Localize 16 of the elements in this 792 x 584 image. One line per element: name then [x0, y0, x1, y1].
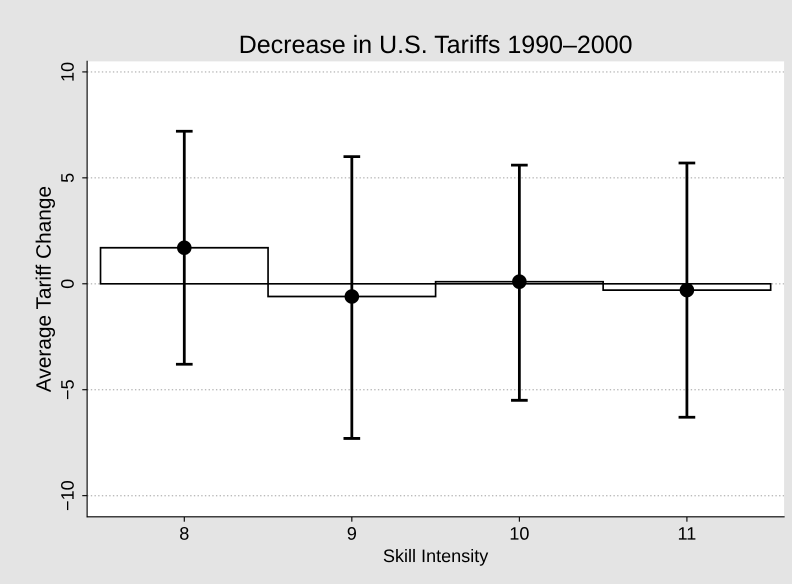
y-tick-label: 5	[61, 174, 74, 182]
point	[344, 289, 360, 304]
y-axis-title: Average Tariff Change	[36, 186, 56, 392]
y-tick-label: 0	[61, 279, 74, 288]
x-tick-label: 8	[180, 527, 189, 540]
y-tick-label: 10	[61, 62, 74, 81]
x-tick-label: 10	[510, 527, 529, 540]
y-tick-label: −5	[61, 380, 74, 400]
chart-title: Decrease in U.S. Tariffs 1990–2000	[240, 34, 632, 54]
point	[680, 282, 694, 298]
point	[177, 240, 192, 256]
y-tick-label: −10	[61, 481, 74, 510]
point	[512, 274, 527, 289]
x-tick-label: 9	[348, 527, 356, 540]
x-axis-title: Skill Intensity	[384, 548, 488, 566]
x-tick-label: 11	[678, 527, 696, 540]
